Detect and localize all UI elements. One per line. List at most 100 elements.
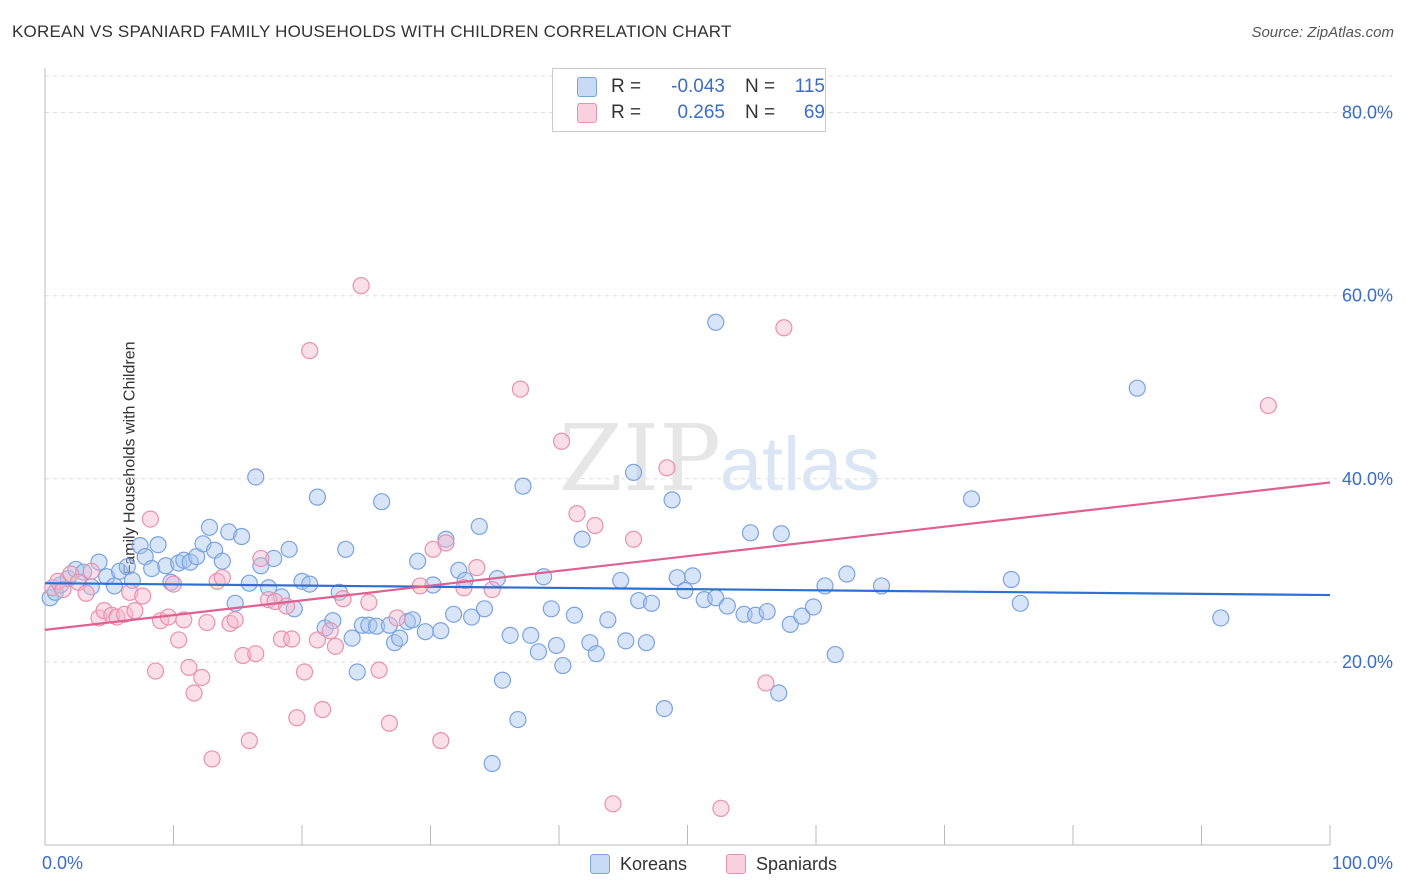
- korean-point: [343, 629, 361, 647]
- spaniard-point: [321, 622, 339, 640]
- korean-point: [838, 565, 856, 583]
- spaniard-point: [54, 580, 72, 599]
- spaniard-point: [198, 613, 216, 632]
- korean-point: [663, 491, 681, 509]
- korean-point: [337, 540, 355, 558]
- legend-r-value: -0.043: [671, 76, 725, 97]
- spaniard-point: [334, 590, 352, 608]
- spaniard-point: [468, 559, 486, 577]
- spaniard-point: [240, 732, 258, 750]
- legend-r-value: 0.265: [677, 102, 725, 123]
- korean-point: [385, 634, 404, 652]
- korean-point: [642, 594, 661, 612]
- korean-point: [599, 611, 617, 629]
- spaniard-point: [185, 684, 203, 702]
- korean-point: [617, 632, 635, 650]
- spaniard-point: [380, 714, 398, 732]
- spaniard-point: [568, 504, 586, 523]
- korean-point: [514, 477, 532, 495]
- korean-point: [373, 493, 391, 511]
- korean-point: [962, 490, 981, 508]
- spaniard-point: [308, 631, 327, 649]
- korean-point: [1011, 594, 1029, 612]
- korean-point: [758, 602, 776, 621]
- spaniard-point: [775, 319, 793, 337]
- spaniard-point: [126, 602, 144, 620]
- spaniard-point: [193, 668, 211, 687]
- korean-point: [280, 540, 298, 558]
- korean-trend-line: [44, 582, 1331, 597]
- watermark-zip: ZIP: [559, 405, 721, 512]
- korean-point: [437, 530, 455, 548]
- korean-point: [509, 710, 527, 729]
- korean-point: [240, 574, 258, 592]
- y-tick-label: 60.0%: [1342, 286, 1393, 306]
- bottom-legend-label-koreans: Koreans: [620, 853, 688, 874]
- legend-swatch-koreans: [577, 77, 597, 97]
- korean-point: [781, 615, 799, 633]
- spaniard-point: [483, 580, 501, 599]
- spaniard-point: [313, 700, 332, 719]
- korean-point: [259, 579, 278, 597]
- legend-row-koreans: R = -0.043 N = 115: [577, 75, 825, 99]
- korean-point: [793, 607, 811, 625]
- spaniard-point: [234, 646, 252, 665]
- korean-point: [416, 623, 434, 641]
- korean-point: [200, 518, 219, 536]
- korean-point: [391, 629, 409, 647]
- spaniard-point: [437, 534, 455, 552]
- spaniard-point: [175, 611, 193, 629]
- spaniard-point: [295, 663, 314, 681]
- bottom-legend-koreans: Koreans: [590, 852, 687, 876]
- spaniard-point: [326, 637, 345, 655]
- korean-point: [655, 699, 673, 718]
- korean-point: [529, 643, 548, 661]
- korean-point: [547, 636, 566, 655]
- korean-point: [826, 645, 844, 664]
- korean-point: [301, 575, 319, 593]
- spaniard-trend-line: [44, 481, 1331, 631]
- chart-title: KOREAN VS SPANIARD FAMILY HOUSEHOLDS WIT…: [12, 22, 732, 41]
- legend-r-label: R =: [611, 76, 642, 97]
- spaniard-point: [141, 510, 159, 528]
- spaniard-point: [1259, 396, 1277, 415]
- korean-point: [573, 530, 591, 548]
- legend-n-label: N =: [745, 76, 776, 97]
- spaniard-point: [352, 277, 370, 295]
- korean-point: [213, 552, 231, 570]
- korean-point: [175, 551, 193, 569]
- korean-point: [265, 549, 283, 568]
- korean-point: [233, 527, 251, 546]
- spaniard-point: [252, 549, 270, 568]
- legend-n-value: 115: [794, 76, 825, 97]
- y-tick-label: 40.0%: [1342, 469, 1393, 489]
- spaniard-point: [624, 530, 643, 548]
- korean-point: [804, 598, 823, 616]
- spaniard-point: [180, 658, 198, 676]
- korean-point: [149, 536, 167, 554]
- korean-point: [587, 645, 605, 663]
- korean-point: [1128, 379, 1146, 397]
- korean-point: [1212, 609, 1230, 627]
- korean-point: [1002, 570, 1020, 589]
- spaniard-point: [301, 342, 319, 360]
- legend-n-value: 69: [803, 102, 825, 123]
- korean-point: [409, 552, 427, 570]
- korean-point: [612, 571, 630, 590]
- spaniard-point: [757, 674, 775, 692]
- korean-point: [475, 600, 494, 618]
- x-tick-label-max: 100.0%: [1332, 853, 1393, 873]
- korean-point: [522, 626, 540, 644]
- bottom-legend-spaniards: Spaniards: [726, 852, 837, 876]
- korean-point: [637, 634, 655, 652]
- spaniard-point: [146, 662, 165, 680]
- spaniard-point: [203, 750, 221, 768]
- spaniard-point: [388, 609, 406, 627]
- korean-point: [220, 523, 238, 541]
- bottom-legend-swatch-koreans: [590, 854, 610, 874]
- korean-point: [445, 605, 463, 623]
- stats-legend: R = -0.043 N = 115 R = 0.265 N = 69: [552, 68, 826, 132]
- korean-point: [772, 525, 790, 543]
- korean-point: [770, 684, 788, 702]
- korean-point: [348, 663, 366, 681]
